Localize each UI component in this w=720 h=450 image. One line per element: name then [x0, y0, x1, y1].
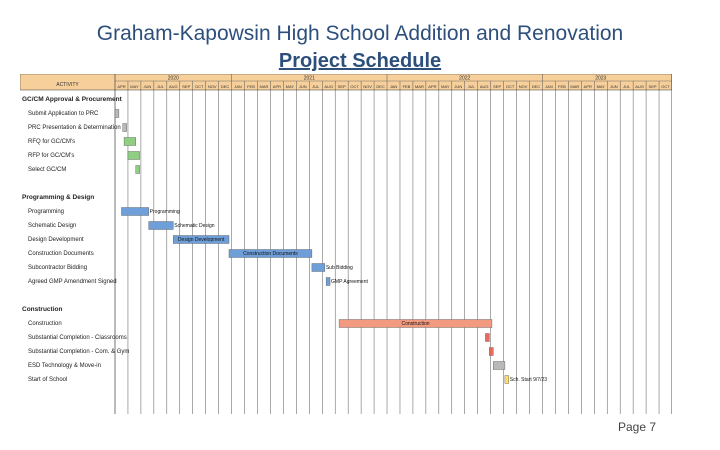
month-label: DEC [532, 84, 541, 89]
activity-label: PRC Presentation & Determination [28, 125, 121, 131]
year-label-2022: 2022 [459, 76, 470, 82]
activity-label: RFP for GC/CM's [28, 153, 74, 159]
activity-label: Subcontractor Bidding [28, 265, 87, 271]
month-label: APR [584, 84, 592, 89]
month-label: JUN [454, 84, 462, 89]
schedule-bar [123, 137, 136, 146]
month-label: JUL [468, 84, 476, 89]
month-label: JAN [390, 84, 398, 89]
schedule-bar [338, 319, 493, 328]
month-label: NOV [363, 84, 372, 89]
activity-label: Agreed GMP Amendment Signed [28, 279, 117, 285]
month-label: OCT [350, 84, 359, 89]
activity-label: Schematic Design [28, 223, 76, 229]
month-label: AUG [635, 84, 644, 89]
month-label: JUL [312, 84, 320, 89]
schedule-bar [173, 235, 230, 244]
schedule-bar [493, 361, 506, 370]
activity-label: Substantial Completion - Classrooms [28, 335, 127, 341]
month-label: JUN [610, 84, 618, 89]
month-label: SEP [493, 84, 501, 89]
schedule-bar [228, 249, 313, 258]
month-label: JAN [545, 84, 553, 89]
schedule-bar [311, 263, 326, 272]
section-label: Construction [22, 306, 62, 313]
month-label: MAR [415, 84, 424, 89]
page-subtitle: Project Schedule [278, 50, 442, 72]
month-label: APR [273, 84, 281, 89]
month-label: DEC [376, 84, 385, 89]
year-label-2023: 2023 [595, 76, 606, 82]
schedule-header-bg [20, 74, 672, 91]
schedule-bar [325, 277, 331, 286]
bar-label: Sub Bidding [326, 265, 353, 271]
month-label: FEB [558, 84, 566, 89]
page-title: Graham-Kapowsin High School Addition and… [96, 22, 624, 45]
bar-label: Construction Documents [243, 251, 298, 257]
month-label: JUL [157, 84, 165, 89]
month-label: DEC [221, 84, 230, 89]
month-label: JAN [234, 84, 242, 89]
month-label: FEB [247, 84, 255, 89]
schedule-bar [121, 207, 149, 216]
month-label: MAY [441, 84, 450, 89]
month-label: NOV [519, 84, 528, 89]
activity-label: Programming [28, 209, 64, 215]
activity-label: Start of School [28, 377, 67, 383]
bar-label: Design Development [178, 237, 225, 243]
bar-label: Schematic Design [174, 223, 215, 229]
month-label: APR [117, 84, 125, 89]
month-label: AUG [324, 84, 333, 89]
activity-label: ESD Technology & Move-in [28, 363, 101, 369]
month-label: SEP [649, 84, 657, 89]
bar-label: Construction [401, 321, 429, 327]
month-label: JUN [299, 84, 307, 89]
month-label: FEB [403, 84, 411, 89]
section-label: GC/CM Approval & Procurement [22, 96, 123, 103]
activity-label: Select GC/CM [28, 167, 66, 173]
activity-label: RFQ for GC/CM's [28, 139, 75, 145]
month-label: OCT [506, 84, 515, 89]
month-label: AUG [169, 84, 178, 89]
bar-label: Sch. Start 9/7/23 [510, 377, 547, 383]
schedule-bar [122, 123, 127, 132]
month-label: JUN [143, 84, 151, 89]
month-label: SEP [338, 84, 346, 89]
schedule-bar [127, 151, 140, 160]
month-label: APR [428, 84, 436, 89]
month-label: MAY [286, 84, 295, 89]
activity-label: Construction [28, 321, 62, 327]
month-label: MAY [597, 84, 606, 89]
activity-label: Design Development [28, 237, 84, 243]
schedule-bar [485, 333, 490, 342]
month-label: SEP [182, 84, 190, 89]
page-number: Page 7 [618, 420, 657, 434]
schedule-bar [489, 347, 494, 356]
month-label: JUL [623, 84, 631, 89]
month-label: MAR [570, 84, 579, 89]
year-label-2020: 2020 [168, 76, 179, 82]
month-label: NOV [208, 84, 217, 89]
year-label-2021: 2021 [304, 76, 315, 82]
schedule-bar [148, 221, 174, 230]
activity-label: Substantial Completion - Com. & Gym [28, 349, 129, 355]
activity-label: Submit Application to PRC [28, 111, 99, 117]
bar-label: GMP Agreement [331, 279, 368, 285]
month-label: MAY [130, 84, 139, 89]
section-label: Programming & Design [22, 194, 94, 201]
month-label: MAR [260, 84, 269, 89]
schedule-bar [504, 375, 509, 384]
month-label: OCT [195, 84, 204, 89]
bar-label: Programming [150, 209, 180, 215]
schedule-bar [135, 165, 140, 174]
month-label: AUG [480, 84, 489, 89]
activity-header: ACTIVITY [56, 82, 79, 88]
month-label: OCT [661, 84, 670, 89]
schedule-bar [114, 109, 120, 118]
activity-label: Construction Documents [28, 251, 94, 257]
